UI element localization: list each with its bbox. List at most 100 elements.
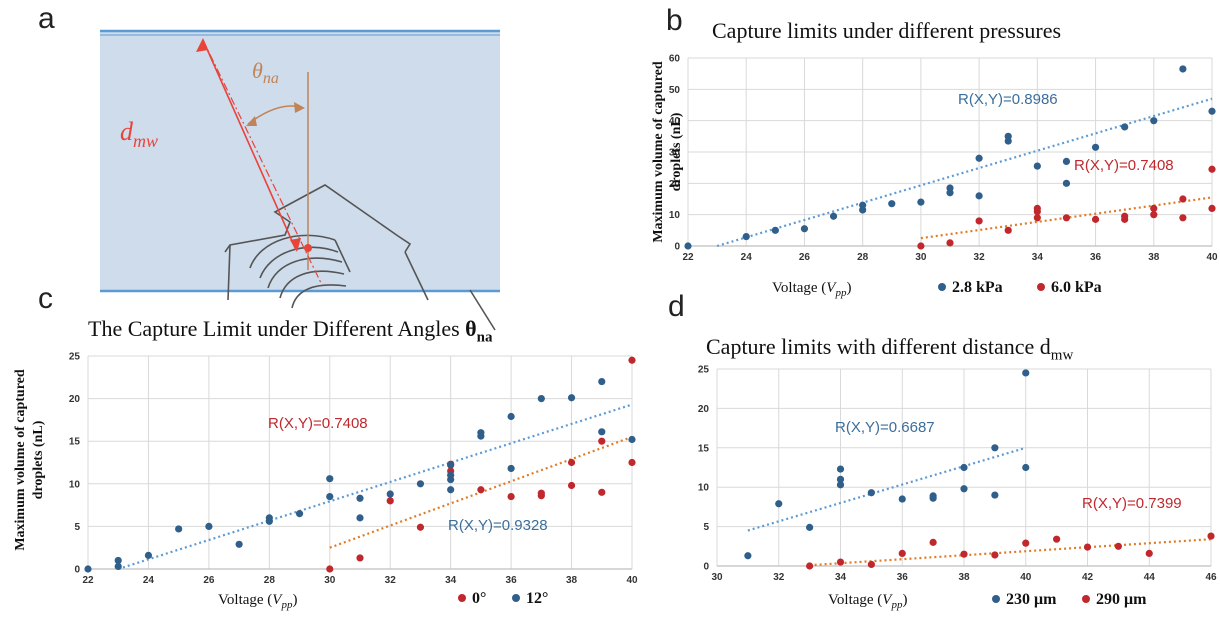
x-tick-label: 22 — [682, 252, 694, 263]
x-tick-label: 34 — [445, 575, 457, 586]
angle-label-sub: na — [263, 70, 279, 87]
x-tick-label: 36 — [506, 575, 518, 586]
data-point-series-0 — [326, 565, 334, 573]
legend-marker-1 — [1037, 283, 1045, 291]
chart-title-b: Capture limits under different pressures — [712, 18, 1062, 43]
x-axis-label-end: ) — [292, 592, 297, 608]
distance-arrow-head-bottom — [290, 238, 301, 252]
y-tick-label: 0 — [674, 242, 680, 253]
droplet-point — [304, 244, 312, 252]
data-point-series-1 — [1062, 214, 1071, 222]
x-tick-label: 32 — [974, 252, 986, 263]
x-axis-label-sub: pp — [834, 287, 847, 299]
y-tick-label: 60 — [669, 54, 681, 65]
legend-marker-0 — [992, 595, 1000, 603]
x-axis-label-sub: pp — [280, 599, 293, 611]
data-point-series-1 — [265, 514, 273, 522]
data-point-series-1 — [1083, 543, 1092, 551]
data-point-series-0 — [898, 495, 906, 503]
data-point-series-1 — [507, 412, 515, 421]
x-tick-label: 40 — [626, 575, 638, 586]
legend-marker-1 — [512, 594, 520, 602]
data-point-series-0 — [537, 489, 545, 497]
data-point-series-0 — [386, 497, 394, 505]
data-point-series-0 — [1004, 132, 1012, 140]
x-axis-label-text: Voltage ( — [218, 592, 272, 608]
data-point-series-0 — [507, 492, 515, 501]
panel-letter-d: d — [668, 290, 685, 323]
data-point-series-1 — [836, 558, 845, 566]
data-point-series-0 — [975, 192, 983, 200]
data-point-series-1 — [537, 395, 545, 403]
data-point-series-0 — [836, 475, 845, 483]
data-point-series-1 — [235, 540, 243, 548]
data-point-series-0 — [888, 200, 896, 208]
angle-label-main: θ — [252, 58, 263, 83]
chart-c: 22 24 26 28 30 32 34 36 38 40 0 5 10 15 20 25 R(X,Y)=0.7… — [13, 352, 638, 612]
data-point-series-1 — [1033, 214, 1041, 222]
correlation-label-0: R(X,Y)=0.7408 — [268, 415, 368, 432]
y-tick-label: 20 — [669, 179, 681, 190]
distance-dashed-line — [202, 39, 323, 286]
data-point-series-0 — [477, 486, 485, 494]
distance-label-sub: mw — [133, 131, 158, 151]
data-point-series-1 — [326, 475, 334, 483]
x-axis-label-end: ) — [846, 280, 851, 296]
y-tick-label: 0 — [74, 565, 80, 576]
data-point-series-0 — [775, 500, 783, 508]
panel-letter-c: c — [38, 282, 53, 315]
data-point-series-0 — [628, 356, 636, 364]
y-tick-label: 20 — [69, 394, 81, 405]
chart-b: 22 24 26 28 30 32 34 36 38 40 0 10 20 30 40 50 60 R(X,Y)=… — [651, 54, 1218, 300]
x-tick-label: 30 — [915, 252, 927, 263]
x-tick-label: 26 — [203, 575, 215, 586]
y-axis-label-line: Maximum volume of captured — [13, 369, 28, 551]
data-point-series-0 — [975, 154, 983, 162]
legend-label-1: 12° — [526, 590, 548, 607]
y-tick-label: 10 — [69, 479, 81, 490]
data-point-series-0 — [771, 226, 779, 234]
x-tick-label: 28 — [264, 575, 276, 586]
panel-letter-b: b — [666, 4, 683, 37]
data-point-series-1 — [1053, 535, 1061, 543]
x-axis-label-var: V — [882, 592, 893, 608]
y-tick-label: 20 — [698, 404, 710, 415]
data-point-series-0 — [946, 184, 954, 192]
y-tick-label: 5 — [74, 522, 80, 533]
data-point-series-0 — [836, 481, 845, 489]
data-point-series-1 — [84, 565, 92, 573]
x-tick-label: 32 — [773, 572, 785, 583]
distance-arrow-head-top — [196, 38, 208, 52]
data-point-series-1 — [477, 429, 485, 437]
data-point-series-0 — [567, 458, 576, 467]
data-point-series-1 — [356, 494, 364, 502]
data-point-series-1 — [567, 394, 576, 402]
angle-arc-head-left — [246, 116, 257, 126]
correlation-label-1: R(X,Y)=0.7408 — [1074, 157, 1174, 174]
data-point-series-0 — [917, 198, 925, 206]
data-point-series-0 — [1022, 369, 1030, 377]
x-axis-label: Voltage (Vpp) — [828, 592, 907, 611]
data-point-series-1 — [1004, 226, 1012, 234]
data-point-series-0 — [1121, 123, 1129, 131]
data-point-series-1 — [447, 461, 455, 469]
y-tick-label: 50 — [669, 85, 681, 96]
legend-label-0: 230 μm — [1006, 591, 1057, 608]
data-point-series-1 — [175, 525, 183, 533]
data-point-series-0 — [859, 201, 867, 209]
data-point-series-0 — [684, 242, 692, 250]
data-point-series-1 — [898, 549, 906, 557]
data-point-series-1 — [1208, 204, 1216, 212]
data-point-series-1 — [598, 428, 606, 436]
data-point-series-1 — [1150, 204, 1158, 212]
y-tick-label: 15 — [698, 443, 710, 454]
x-tick-label: 22 — [82, 575, 94, 586]
data-point-series-1 — [1033, 204, 1041, 212]
correlation-label-0: R(X,Y)=0.6687 — [835, 419, 935, 436]
x-tick-label: 42 — [1082, 572, 1094, 583]
x-axis-label: Voltage (Vpp) — [772, 280, 851, 299]
distance-arrow — [202, 39, 297, 251]
data-point-series-1 — [1091, 215, 1100, 223]
chart-title-d: Capture limits with different distance d… — [706, 334, 1074, 364]
